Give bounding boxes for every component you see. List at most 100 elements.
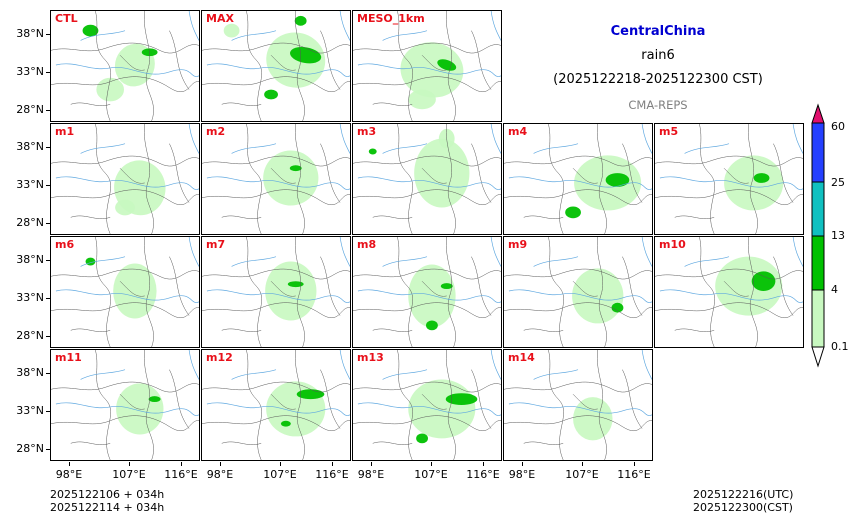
- map-graphic: [51, 350, 199, 460]
- province-border: [270, 281, 296, 297]
- province-border: [353, 268, 501, 280]
- heavy-rain-area: [264, 89, 278, 100]
- river-line: [533, 143, 579, 154]
- river-line: [641, 237, 652, 267]
- valid-cst-label: 2025122300(CST): [693, 501, 793, 514]
- model-title: CMA-REPS: [628, 98, 688, 112]
- river-line: [80, 369, 126, 380]
- province-border: [446, 11, 456, 121]
- map-graphic: [51, 237, 199, 347]
- panel-label: MAX: [206, 12, 234, 25]
- river-line: [533, 369, 579, 380]
- map-graphic: [353, 350, 501, 460]
- colorbar-over-triangle: [811, 103, 825, 124]
- lat-label: 33°N: [16, 404, 44, 417]
- river-line: [382, 256, 428, 267]
- map-graphic: [504, 237, 652, 347]
- light-rain-area: [400, 42, 464, 98]
- lat-tick: [46, 34, 50, 35]
- province-border: [699, 237, 715, 347]
- map-panel-m8: m8: [352, 236, 502, 348]
- init-utc-label: 2025122106 + 034h: [50, 488, 165, 501]
- lat-label: 28°N: [16, 442, 44, 455]
- panel-label: m14: [508, 351, 535, 364]
- province-border: [622, 143, 643, 203]
- heavy-rain-area: [289, 165, 302, 172]
- river-line: [339, 124, 350, 154]
- lat-tick: [46, 373, 50, 374]
- province-border: [119, 55, 145, 71]
- province-border: [699, 124, 715, 234]
- light-rain-area: [265, 261, 317, 321]
- map-panel-m9: m9: [503, 236, 653, 348]
- heavy-rain-area: [426, 320, 438, 331]
- map-graphic: [202, 124, 350, 234]
- river-line: [684, 256, 730, 267]
- map-panel-m3: m3: [352, 123, 502, 235]
- panel-label: m12: [206, 351, 233, 364]
- light-rain-area: [266, 381, 326, 437]
- lat-label: 33°N: [16, 65, 44, 78]
- province-border: [446, 237, 456, 347]
- lat-tick: [46, 260, 50, 261]
- map-graphic: [504, 350, 652, 460]
- province-border: [397, 11, 413, 121]
- lat-tick: [46, 298, 50, 299]
- province-border: [446, 124, 456, 234]
- river-line: [80, 143, 126, 154]
- province-border: [748, 237, 758, 347]
- province-border: [397, 237, 413, 347]
- river-line: [357, 402, 501, 416]
- province-border: [95, 124, 111, 234]
- province-border: [353, 381, 501, 393]
- province-border: [397, 124, 413, 234]
- heavy-rain-area: [280, 420, 291, 427]
- province-border: [119, 168, 145, 184]
- light-rain-area: [96, 77, 125, 102]
- province-border: [246, 350, 262, 460]
- panel-label: m5: [659, 125, 679, 138]
- river-line: [206, 63, 350, 77]
- river-line: [490, 350, 501, 380]
- province-border: [572, 394, 598, 410]
- province-border: [421, 394, 447, 410]
- province-border: [372, 328, 413, 332]
- map-panel-m5: m5: [654, 123, 804, 235]
- colorbar-tick-25: 25: [831, 176, 845, 189]
- province-border: [246, 124, 262, 234]
- river-line: [533, 256, 579, 267]
- lat-tick: [46, 110, 50, 111]
- river-line: [231, 143, 277, 154]
- river-line: [357, 289, 501, 303]
- lon-label: 116°E: [617, 468, 651, 481]
- river-line: [684, 143, 730, 154]
- river-line: [55, 289, 199, 303]
- province-border: [372, 102, 413, 106]
- province-border: [119, 394, 145, 410]
- map-graphic: [655, 124, 803, 234]
- map-panel-max: MAX: [201, 10, 351, 122]
- province-border: [421, 281, 447, 297]
- heavy-rain-area: [294, 15, 307, 26]
- river-line: [231, 256, 277, 267]
- province-border: [295, 350, 305, 460]
- province-border: [95, 11, 111, 121]
- province-border: [471, 256, 492, 316]
- colorbar-tick-60: 60: [831, 120, 845, 133]
- map-graphic: [353, 124, 501, 234]
- river-line: [80, 30, 126, 41]
- lat-tick: [46, 411, 50, 412]
- map-graphic: [655, 237, 803, 347]
- province-border: [471, 369, 492, 429]
- map-panel-m2: m2: [201, 123, 351, 235]
- panel-label: CTL: [55, 12, 78, 25]
- colorbar-band-25-60: [811, 122, 825, 183]
- panel-label: m7: [206, 238, 226, 251]
- lon-tick: [332, 462, 333, 466]
- map-panel-m14: m14: [503, 349, 653, 461]
- lat-label: 33°N: [16, 291, 44, 304]
- province-border: [202, 415, 350, 432]
- province-border: [51, 155, 199, 167]
- heavy-rain-area: [368, 148, 377, 155]
- lon-tick: [220, 462, 221, 466]
